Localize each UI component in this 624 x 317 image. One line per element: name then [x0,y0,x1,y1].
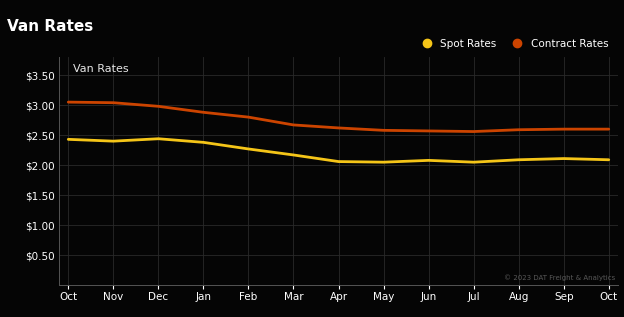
Text: © 2023 DAT Freight & Analytics: © 2023 DAT Freight & Analytics [504,274,615,281]
Text: Van Rates: Van Rates [7,19,94,34]
Legend: Spot Rates, Contract Rates: Spot Rates, Contract Rates [412,35,613,53]
Text: Van Rates: Van Rates [73,64,129,74]
